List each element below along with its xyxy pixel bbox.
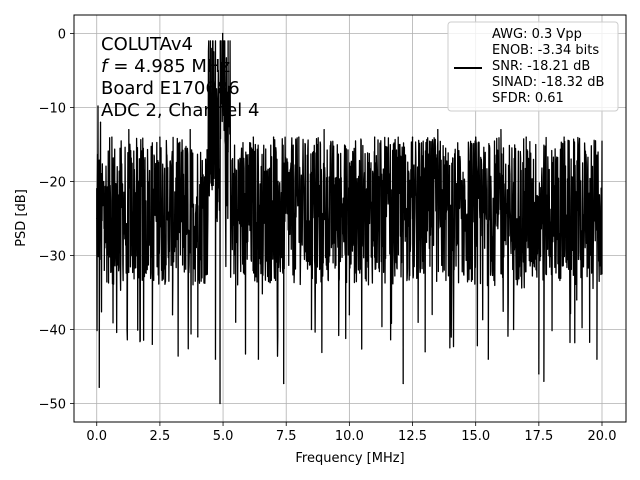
psd-data-point <box>298 136 300 138</box>
psd-data-point <box>257 358 260 360</box>
annotation-frequency: f = 4.985 MHz <box>101 56 230 77</box>
psd-data-point <box>512 328 515 331</box>
annotation-block: COLUTAv4 f = 4.985 MHz Board E170686 ADC … <box>101 34 259 121</box>
psd-data-point <box>374 136 376 138</box>
psd-data-point <box>209 114 212 116</box>
psd-data-point <box>283 382 285 385</box>
psd-data-point <box>323 129 325 131</box>
psd-data-point <box>576 299 578 301</box>
psd-data-point <box>98 386 100 388</box>
psd-data-point <box>111 136 113 138</box>
y-tick-label: −30 <box>39 250 66 265</box>
psd-data-point <box>227 151 229 153</box>
psd-data-point <box>475 136 477 138</box>
psd-data-point <box>411 136 414 138</box>
x-axis: 0.0 2.5 5.0 7.5 10.0 12.5 15.0 17.5 20.0 <box>86 422 616 444</box>
x-axis-label: Frequency [MHz] <box>295 451 404 466</box>
psd-data-point <box>128 129 130 131</box>
psd-data-point <box>96 217 98 220</box>
y-tick-label: −20 <box>39 176 66 191</box>
legend: AWG: 0.3 Vpp ENOB: -3.34 bits SNR: -18.2… <box>447 21 619 112</box>
psd-data-point <box>424 351 426 353</box>
psd-series-line <box>96 32 603 405</box>
psd-data-point <box>151 343 153 345</box>
psd-data-point <box>500 129 502 131</box>
psd-data-point <box>399 143 401 146</box>
psd-data-point <box>525 136 527 138</box>
annotation-device: COLUTAv4 <box>101 34 193 55</box>
legend-entry-enob: ENOB: -3.34 bits <box>492 43 599 58</box>
psd-data-point <box>197 336 199 338</box>
annotation-frequency-value: = 4.985 MHz <box>113 56 230 77</box>
psd-data-point <box>449 299 452 301</box>
y-axis-label: PSD [dB] <box>14 189 29 247</box>
y-tick-label: 0 <box>58 28 66 43</box>
annotation-board: Board E170686 <box>101 78 240 99</box>
legend-entry-snr: SNR: -18.21 dB <box>492 59 590 74</box>
y-tick-label: −50 <box>39 398 66 413</box>
x-tick-label: 17.5 <box>524 429 553 444</box>
psd-data-point <box>272 136 275 138</box>
x-tick-label: 10.0 <box>335 429 364 444</box>
psd-data-point <box>126 328 128 331</box>
x-tick-label: 5.0 <box>213 429 234 444</box>
psd-data-point <box>214 358 217 360</box>
y-tick-label: −40 <box>39 324 66 339</box>
psd-data-point <box>189 129 191 131</box>
y-axis: 0 −10 −20 −30 −40 −50 <box>39 28 74 413</box>
psd-data-point <box>596 358 598 360</box>
psd-data-point <box>222 32 224 35</box>
y-tick-label: −10 <box>39 102 66 117</box>
x-tick-label: 0.0 <box>86 429 107 444</box>
psd-data-point <box>348 314 350 316</box>
psd-data-point <box>223 55 225 57</box>
psd-data-point <box>310 328 313 331</box>
x-tick-label: 15.0 <box>461 429 490 444</box>
psd-data-point <box>563 136 565 138</box>
annotation-channel: ADC 2, Channel 4 <box>101 100 259 121</box>
psd-data-point <box>538 373 540 375</box>
psd-data-point <box>171 314 174 316</box>
legend-entry-sfdr: SFDR: 0.61 <box>492 91 564 106</box>
psd-data-point <box>97 105 99 107</box>
psd-data-point <box>437 129 439 131</box>
psd-data-point <box>99 121 102 123</box>
annotation-frequency-symbol: f <box>101 56 110 77</box>
psd-data-point <box>235 321 237 323</box>
x-tick-label: 20.0 <box>588 429 617 444</box>
legend-entry-awg: AWG: 0.3 Vpp <box>492 27 582 42</box>
x-tick-label: 7.5 <box>276 429 297 444</box>
psd-data-point <box>402 382 404 385</box>
x-tick-label: 2.5 <box>150 429 171 444</box>
psd-data-point <box>103 269 105 271</box>
psd-data-point <box>252 136 254 138</box>
series-layer <box>96 32 603 405</box>
legend-box <box>447 21 619 112</box>
psd-data-point <box>601 273 603 275</box>
psd-data-point <box>219 402 221 405</box>
psd-data-point <box>487 358 489 360</box>
x-tick-label: 12.5 <box>398 429 427 444</box>
legend-entry-sinad: SINAD: -18.32 dB <box>492 75 604 90</box>
psd-data-point <box>543 380 545 382</box>
plot-frame <box>73 14 627 423</box>
psd-data-point <box>159 136 161 138</box>
